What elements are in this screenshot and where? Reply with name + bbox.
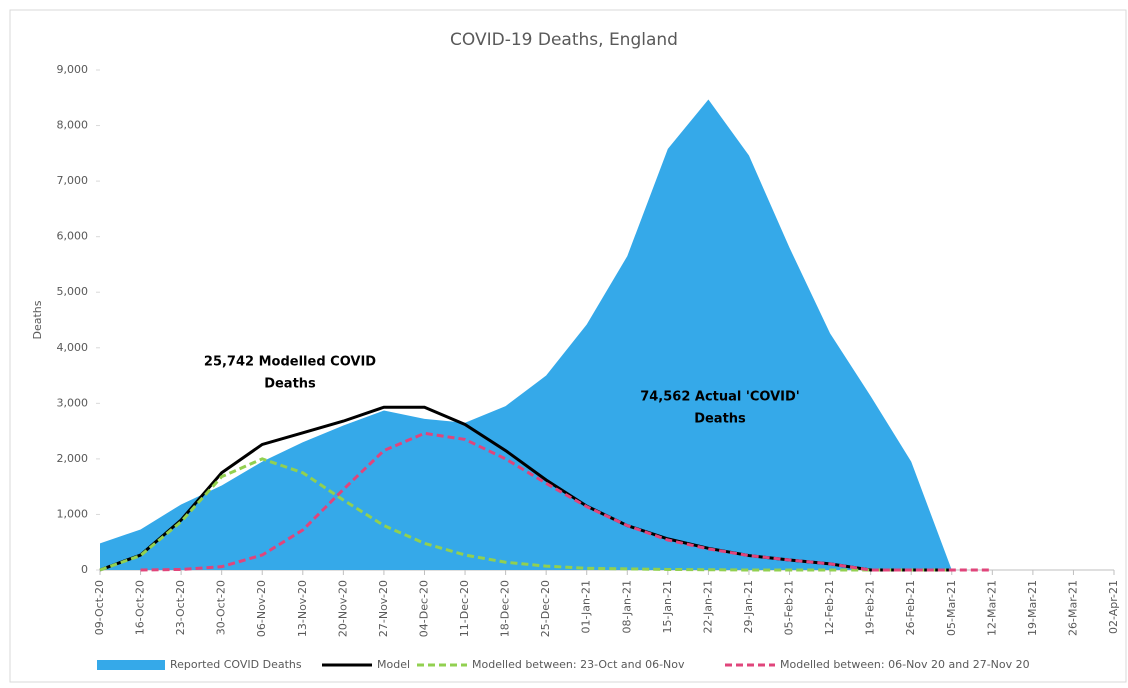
x-tick-label: 01-Jan-21 bbox=[580, 580, 593, 634]
chart-title: COVID-19 Deaths, England bbox=[450, 30, 678, 50]
y-tick-label: 3,000 bbox=[57, 396, 89, 409]
x-tick-label: 19-Mar-21 bbox=[1026, 580, 1039, 636]
area bbox=[100, 99, 952, 570]
legend-swatch bbox=[97, 660, 165, 670]
x-tick-label: 05-Feb-21 bbox=[783, 580, 796, 635]
x-tick-label: 08-Jan-21 bbox=[620, 580, 633, 634]
y-tick-label: 8,000 bbox=[57, 119, 89, 132]
x-tick-label: 23-Oct-20 bbox=[174, 580, 187, 635]
x-tick-label: 18-Dec-20 bbox=[499, 580, 512, 637]
x-tick-label: 26-Feb-21 bbox=[904, 580, 917, 635]
x-tick-label: 02-Apr-21 bbox=[1107, 580, 1120, 634]
dashed-line bbox=[99, 457, 952, 572]
y-tick-label: 1,000 bbox=[57, 507, 89, 520]
y-tick-label: 7,000 bbox=[57, 174, 89, 187]
legend-label: Model bbox=[377, 658, 410, 671]
legend-label: Modelled between: 23-Oct and 06-Nov bbox=[472, 658, 685, 671]
x-tick-label: 12-Mar-21 bbox=[985, 580, 998, 636]
x-tick-label: 26-Mar-21 bbox=[1066, 580, 1079, 636]
y-tick-label: 6,000 bbox=[57, 230, 89, 243]
x-tick-label: 16-Oct-20 bbox=[134, 580, 147, 635]
x-tick-label: 30-Oct-20 bbox=[215, 580, 228, 635]
x-tick-label: 12-Feb-21 bbox=[823, 580, 836, 635]
x-tick-label: 05-Mar-21 bbox=[945, 580, 958, 636]
legend-label: Reported COVID Deaths bbox=[170, 658, 302, 671]
annotation: 25,742 Modelled COVID bbox=[204, 355, 376, 370]
x-tick-label: 15-Jan-21 bbox=[661, 580, 674, 634]
x-tick-label: 25-Dec-20 bbox=[539, 580, 552, 637]
y-tick-label: 9,000 bbox=[57, 63, 89, 76]
annotation: 74,562 Actual 'COVID' bbox=[640, 390, 800, 405]
y-axis-label: Deaths bbox=[31, 300, 44, 339]
x-tick-label: 09-Oct-20 bbox=[93, 580, 106, 635]
y-tick-label: 2,000 bbox=[57, 452, 89, 465]
x-tick-label: 11-Dec-20 bbox=[458, 580, 471, 637]
x-tick-label: 04-Dec-20 bbox=[417, 580, 430, 637]
annotation: Deaths bbox=[264, 377, 316, 392]
x-tick-label: 29-Jan-21 bbox=[742, 580, 755, 634]
annotation: Deaths bbox=[694, 412, 746, 427]
y-tick-label: 4,000 bbox=[57, 341, 89, 354]
x-tick-label: 22-Jan-21 bbox=[701, 580, 714, 634]
y-tick-label: 5,000 bbox=[57, 285, 89, 298]
x-tick-label: 27-Nov-20 bbox=[377, 580, 390, 637]
x-tick-label: 13-Nov-20 bbox=[296, 580, 309, 637]
x-tick-label: 20-Nov-20 bbox=[336, 580, 349, 637]
legend-label: Modelled between: 06-Nov 20 and 27-Nov 2… bbox=[780, 658, 1030, 671]
dashed-line bbox=[140, 431, 993, 572]
y-tick-label: 0 bbox=[81, 563, 88, 576]
x-tick-label: 06-Nov-20 bbox=[255, 580, 268, 637]
x-tick-label: 19-Feb-21 bbox=[864, 580, 877, 635]
